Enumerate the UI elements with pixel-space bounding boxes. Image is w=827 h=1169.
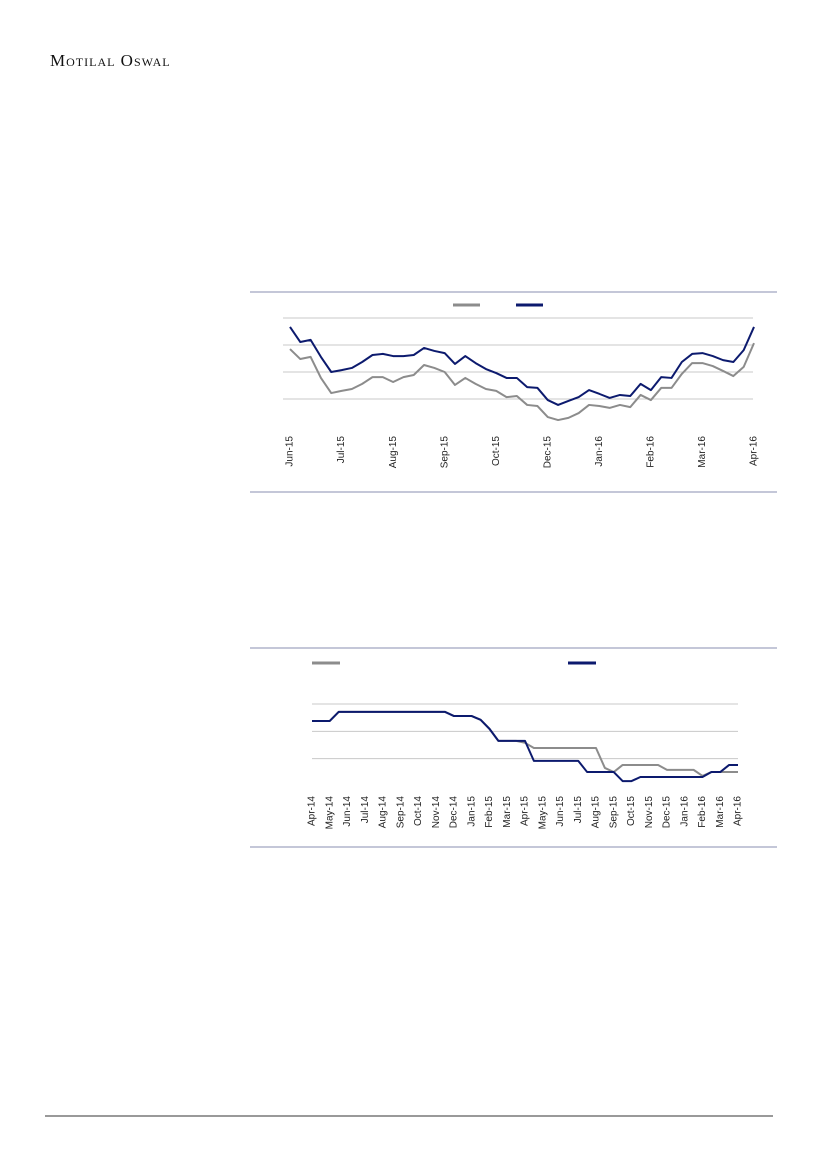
x-tick-label: Jul-15: [336, 436, 347, 464]
x-tick-label: Feb-16: [646, 436, 657, 468]
series-line: [289, 342, 755, 422]
x-tick-label: Oct-14: [413, 796, 424, 826]
x-tick-label: Apr-14: [307, 796, 318, 826]
series-line: [312, 710, 738, 783]
x-tick-label: Jun-15: [285, 436, 296, 467]
x-tick-label: Sep-14: [395, 796, 406, 829]
x-tick-label: Jul-15: [573, 796, 584, 824]
x-tick-label: Jan-16: [594, 436, 605, 467]
x-tick-label: Feb-15: [484, 796, 495, 828]
x-tick-label: Aug-15: [591, 796, 602, 829]
x-tick-label: Mar-15: [502, 796, 513, 828]
x-tick-label: Oct-15: [626, 796, 637, 826]
x-tick-label: Feb-16: [697, 796, 708, 828]
x-tick-label: Aug-14: [378, 796, 389, 829]
x-tick-label: Oct-15: [491, 436, 502, 466]
x-tick-label: May-15: [537, 796, 548, 830]
x-tick-label: Jan-16: [679, 796, 690, 827]
x-tick-label: Dec-15: [662, 796, 673, 829]
x-tick-label: Jan-15: [466, 796, 477, 827]
x-tick-label: Apr-16: [733, 796, 744, 826]
x-tick-label: Dec-15: [542, 436, 553, 469]
x-tick-label: Nov-14: [431, 796, 442, 829]
x-tick-label: Sep-15: [608, 796, 619, 829]
x-tick-label: Nov-15: [644, 796, 655, 829]
brand-logo: Motilal Oswal: [50, 51, 171, 70]
series-line: [289, 326, 755, 406]
x-tick-label: Mar-16: [715, 796, 726, 828]
x-tick-label: Dec-14: [449, 796, 460, 829]
x-tick-label: Jul-14: [360, 796, 371, 824]
series-line: [312, 710, 738, 777]
x-tick-label: Jun-14: [342, 796, 353, 827]
x-tick-label: Aug-15: [388, 436, 399, 469]
x-tick-label: May-14: [324, 796, 335, 830]
x-tick-label: Sep-15: [439, 436, 450, 469]
x-tick-label: Mar-16: [697, 436, 708, 468]
x-tick-label: Apr-15: [520, 796, 531, 826]
x-tick-label: Jun-15: [555, 796, 566, 827]
x-tick-label: Apr-16: [749, 436, 760, 466]
